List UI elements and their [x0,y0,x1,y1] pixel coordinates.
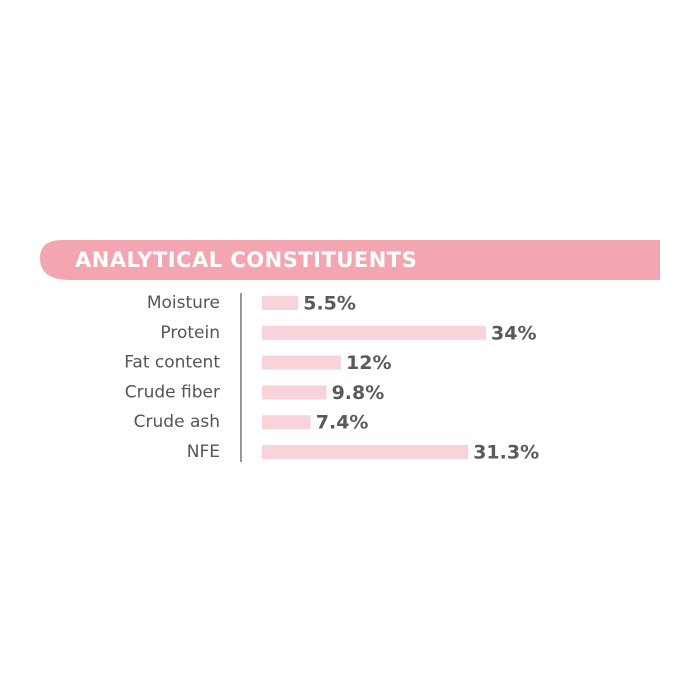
value-label: 31.3% [473,442,539,464]
bar [262,296,299,310]
bar [262,445,469,459]
header-band [40,240,660,280]
category-label: Crude ash [134,412,220,432]
value-label: 5.5% [303,293,356,315]
bar [262,415,311,430]
category-label: Crude fiber [125,382,220,402]
value-label: 12% [346,352,391,374]
value-label: 9.8% [332,382,385,404]
category-label: Fat content [124,353,220,373]
category-label: Protein [160,323,220,343]
value-label: 34% [491,322,536,344]
bar [262,355,342,370]
bar [262,325,486,340]
category-label: NFE [187,442,220,462]
category-label: Moisture [147,293,220,313]
value-label: 7.4% [316,412,369,434]
chart-title: ANALYTICAL CONSTITUENTS [75,248,417,272]
bar [262,385,327,400]
